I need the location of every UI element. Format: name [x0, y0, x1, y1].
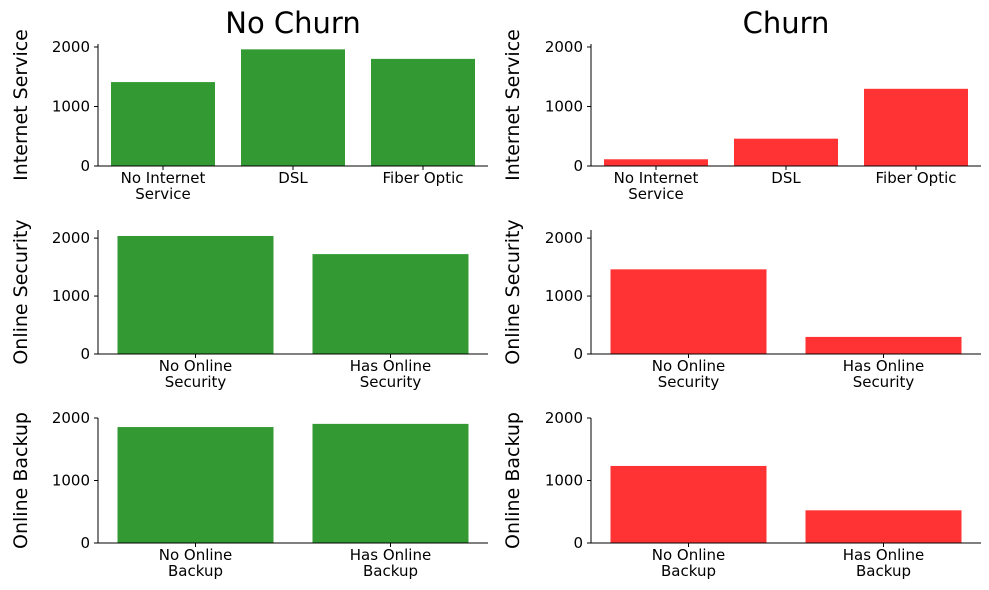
y-tick-label: 2000	[545, 38, 583, 56]
y-tick-label: 0	[80, 345, 90, 363]
x-tick-label: No Online Backup	[159, 546, 233, 580]
bar-has-online-security	[805, 336, 962, 354]
column-title-no-churn: No Churn	[225, 6, 360, 40]
y-axis-label: Online Backup	[10, 412, 32, 549]
x-tick-label: No Online Security	[652, 357, 726, 391]
y-tick-label: 2000	[52, 38, 90, 56]
y-axis-label: Internet Service	[10, 29, 32, 181]
bar-no-online-security	[610, 269, 767, 354]
y-tick-label: 2000	[545, 229, 583, 247]
x-tick-label: Has Online Backup	[843, 546, 924, 580]
y-tick-label: 2000	[545, 409, 583, 427]
x-tick-label: DSL	[771, 169, 801, 187]
y-tick-label: 1000	[545, 472, 583, 490]
subplot-online-security-no-churn: No Online Security Has Online Security 0 1000…	[10, 219, 488, 391]
bar-dsl	[241, 49, 345, 167]
subplot-online-backup-churn: No Online Backup Has Online Backup 0 1000 2000…	[502, 409, 981, 580]
bar-fiber-optic	[371, 58, 475, 166]
y-axis-label: Online Security	[10, 219, 32, 364]
bar-has-online-backup	[805, 510, 962, 543]
y-tick-label: 1000	[52, 472, 90, 490]
x-tick-label: Has Online Security	[350, 357, 431, 391]
bar-fiber-optic	[864, 88, 968, 166]
y-tick-label: 0	[80, 534, 90, 552]
y-tick-label: 1000	[52, 287, 90, 305]
subplot-online-backup-no-churn: No Online Backup Has Online Backup 0 1000 2000…	[10, 409, 488, 580]
y-axis-label: Online Security	[502, 219, 524, 364]
y-tick-label: 2000	[52, 409, 90, 427]
y-tick-label: 0	[573, 345, 583, 363]
x-tick-label: Fiber Optic	[382, 169, 463, 187]
bar-has-online-security	[312, 254, 469, 354]
y-tick-label: 1000	[545, 97, 583, 115]
bar-has-online-backup	[312, 423, 469, 543]
x-tick-label: No Online Backup	[652, 546, 726, 580]
bar-dsl	[734, 138, 838, 166]
subplot-internet-service-churn: No Internet Service DSL Fiber Optic 0 1000 200…	[502, 29, 981, 203]
y-tick-label: 1000	[545, 287, 583, 305]
y-tick-label: 0	[80, 157, 90, 175]
subplot-internet-service-no-churn: No Internet Service DSL Fiber Optic 0 1000 200…	[10, 29, 488, 203]
y-axis-label: Internet Service	[502, 29, 524, 181]
x-tick-label: Fiber Optic	[875, 169, 956, 187]
y-axis-label: Online Backup	[502, 412, 524, 549]
bar-no-online-security	[117, 235, 274, 354]
bar-no-internet-service	[111, 82, 215, 166]
y-tick-label: 0	[573, 157, 583, 175]
y-tick-label: 0	[573, 534, 583, 552]
column-title-churn: Churn	[743, 6, 830, 40]
y-tick-label: 1000	[52, 97, 90, 115]
x-tick-label: DSL	[278, 169, 308, 187]
subplot-online-security-churn: No Online Security Has Online Security 0 1000…	[502, 219, 981, 391]
bar-no-online-backup	[117, 427, 274, 543]
x-tick-label: Has Online Backup	[350, 546, 431, 580]
y-tick-label: 2000	[52, 229, 90, 247]
x-tick-label: Has Online Security	[843, 357, 924, 391]
bar-no-internet-service	[604, 159, 708, 166]
x-tick-label: No Internet Service	[121, 169, 206, 203]
x-tick-label: No Online Security	[159, 357, 233, 391]
bar-no-online-backup	[610, 465, 767, 543]
x-tick-label: No Internet Service	[614, 169, 699, 203]
